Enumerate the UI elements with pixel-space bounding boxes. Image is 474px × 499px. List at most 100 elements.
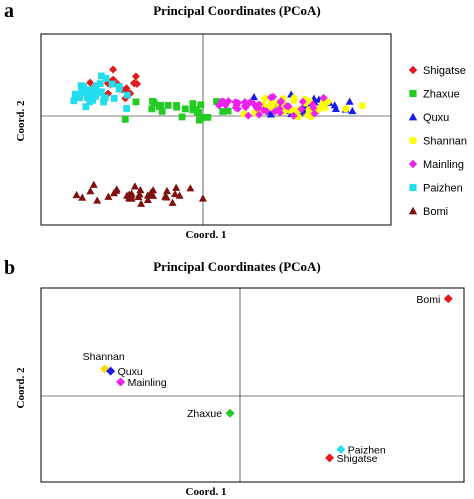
chart-b-point-shigatse bbox=[325, 453, 335, 463]
chart-a-point-quxu bbox=[345, 97, 354, 105]
chart-a-point-shannan bbox=[261, 94, 269, 103]
chart-b-frame bbox=[40, 287, 465, 483]
chart-b-point-quxu bbox=[106, 366, 116, 376]
chart-a-point-quxu bbox=[266, 110, 275, 118]
chart-a-point-zhaxue bbox=[219, 108, 227, 115]
chart-b-label-paizhen: Paizhen bbox=[348, 444, 386, 456]
chart-a-point-paizhen bbox=[92, 82, 100, 90]
legend-label-quxu: Quxu bbox=[423, 112, 449, 124]
legend-label-shigatse: Shigatse bbox=[423, 65, 466, 77]
legend-label-zhaxue: Zhaxue bbox=[423, 89, 460, 101]
chart-a-point-zhaxue bbox=[121, 115, 129, 123]
chart-a-frame bbox=[40, 33, 392, 226]
legend-label-mainling: Mainling bbox=[423, 159, 464, 171]
chart-a-point-zhaxue bbox=[178, 113, 186, 121]
chart-a-point-zhaxue bbox=[192, 106, 200, 113]
chart-a: Shigatse Zhaxue Quxu Shannan Mainling Paizhen… bbox=[40, 33, 467, 226]
chart-a-point-bomi bbox=[143, 195, 152, 203]
chart-a-point-shigatse bbox=[130, 78, 139, 87]
chart-a-point-bomi bbox=[89, 180, 98, 188]
chart-a-point-bomi bbox=[134, 192, 143, 200]
chart-a-point-paizhen bbox=[81, 87, 89, 95]
chart-a-point-zhaxue bbox=[197, 101, 205, 109]
chart-a-point-zhaxue bbox=[164, 102, 172, 109]
chart-a-point-paizhen bbox=[84, 94, 91, 101]
chart-a-point-zhaxue bbox=[149, 97, 156, 105]
chart-a-point-bomi bbox=[198, 194, 207, 202]
chart-a-point-mainling bbox=[232, 101, 241, 110]
chart-a-point-mainling bbox=[249, 99, 258, 108]
chart-a-point-bomi bbox=[72, 190, 81, 199]
chart-a-point-mainling bbox=[244, 111, 253, 120]
chart-a-point-mainling bbox=[319, 93, 328, 102]
chart-a-point-mainling bbox=[297, 105, 306, 114]
chart-a-point-paizhen bbox=[102, 74, 110, 82]
chart-a-point-mainling bbox=[308, 100, 317, 109]
chart-a-point-bomi bbox=[149, 191, 158, 199]
chart-a-point-bomi bbox=[171, 189, 180, 198]
chart-b-point-bomi bbox=[443, 294, 453, 304]
chart-a-point-shannan bbox=[290, 94, 298, 102]
chart-b-xlabel: Coord. 1 bbox=[185, 486, 227, 498]
legend-marker-bomi bbox=[408, 206, 418, 215]
chart-a-point-paizhen bbox=[87, 90, 95, 98]
chart-a-point-mainling bbox=[298, 97, 307, 106]
chart-a-point-paizhen bbox=[100, 98, 107, 106]
chart-a-point-mainling bbox=[224, 97, 233, 106]
chart-a-point-mainling bbox=[310, 109, 319, 118]
chart-a-point-bomi bbox=[136, 185, 145, 194]
chart-a-point-paizhen bbox=[86, 86, 94, 94]
chart-a-point-zhaxue bbox=[132, 98, 140, 106]
chart-b-point-mainling bbox=[116, 377, 126, 387]
chart-b-label-shigatse: Shigatse bbox=[337, 453, 378, 465]
legend-marker-shigatse bbox=[408, 65, 418, 75]
chart-a-point-zhaxue bbox=[181, 105, 189, 113]
chart-a-point-paizhen bbox=[123, 91, 131, 99]
chart-a-point-bomi bbox=[168, 198, 177, 206]
chart-a-point-paizhen bbox=[101, 94, 109, 102]
chart-a-point-quxu bbox=[249, 92, 258, 101]
chart-a-xlabel: Coord. 1 bbox=[185, 229, 227, 241]
panel-letter-b: b bbox=[4, 257, 16, 279]
chart-a-point-quxu bbox=[330, 101, 339, 109]
chart-b-point-zhaxue bbox=[225, 408, 235, 418]
panel-letter-a: a bbox=[4, 0, 14, 22]
legend-label-bomi: Bomi bbox=[423, 206, 448, 218]
chart-a-point-zhaxue bbox=[189, 100, 197, 107]
chart-a-point-mainling bbox=[276, 98, 285, 107]
chart-a-point-shigatse bbox=[131, 72, 140, 81]
chart-b-label-shannan: Shannan bbox=[83, 351, 125, 363]
chart-a-point-mainling bbox=[266, 93, 275, 102]
chart-a-point-paizhen bbox=[96, 80, 104, 88]
chart-a-point-bomi bbox=[109, 189, 118, 197]
chart-a-point-paizhen bbox=[97, 72, 105, 80]
chart-a-point-paizhen bbox=[97, 88, 105, 96]
chart-b-label-zhaxue: Zhaxue bbox=[187, 408, 222, 420]
chart-a-point-zhaxue bbox=[213, 98, 221, 105]
chart-a-legend: Shigatse Zhaxue Quxu Shannan Mainling Paizhen… bbox=[408, 65, 467, 218]
chart-a-point-paizhen bbox=[80, 83, 88, 91]
chart-a-point-zhaxue bbox=[189, 106, 197, 114]
chart-a-point-paizhen bbox=[110, 95, 118, 102]
chart-a-point-mainling bbox=[259, 106, 268, 115]
legend-marker-shannan bbox=[409, 136, 417, 145]
chart-a-point-paizhen bbox=[86, 98, 94, 106]
chart-b-label-quxu: Quxu bbox=[118, 366, 143, 378]
chart-a-point-paizhen bbox=[116, 83, 123, 90]
chart-a-point-zhaxue bbox=[196, 116, 203, 124]
legend-marker-paizhen bbox=[409, 183, 417, 192]
chart-a-point-mainling bbox=[282, 102, 291, 111]
legend-label-shannan: Shannan bbox=[423, 136, 467, 148]
legend-marker-quxu bbox=[408, 112, 418, 121]
chart-a-point-mainling bbox=[276, 108, 285, 117]
chart-a-point-bomi bbox=[149, 186, 158, 194]
chart-a-point-paizhen bbox=[108, 80, 116, 88]
chart-a-point-zhaxue bbox=[224, 107, 232, 115]
chart-b-title: Principal Coordinates (PCoA) bbox=[153, 259, 321, 274]
chart-a-point-paizhen bbox=[82, 103, 90, 111]
chart-a-point-bomi bbox=[137, 199, 146, 207]
chart-a-point-paizhen bbox=[90, 86, 98, 94]
legend-marker-zhaxue bbox=[409, 89, 417, 98]
